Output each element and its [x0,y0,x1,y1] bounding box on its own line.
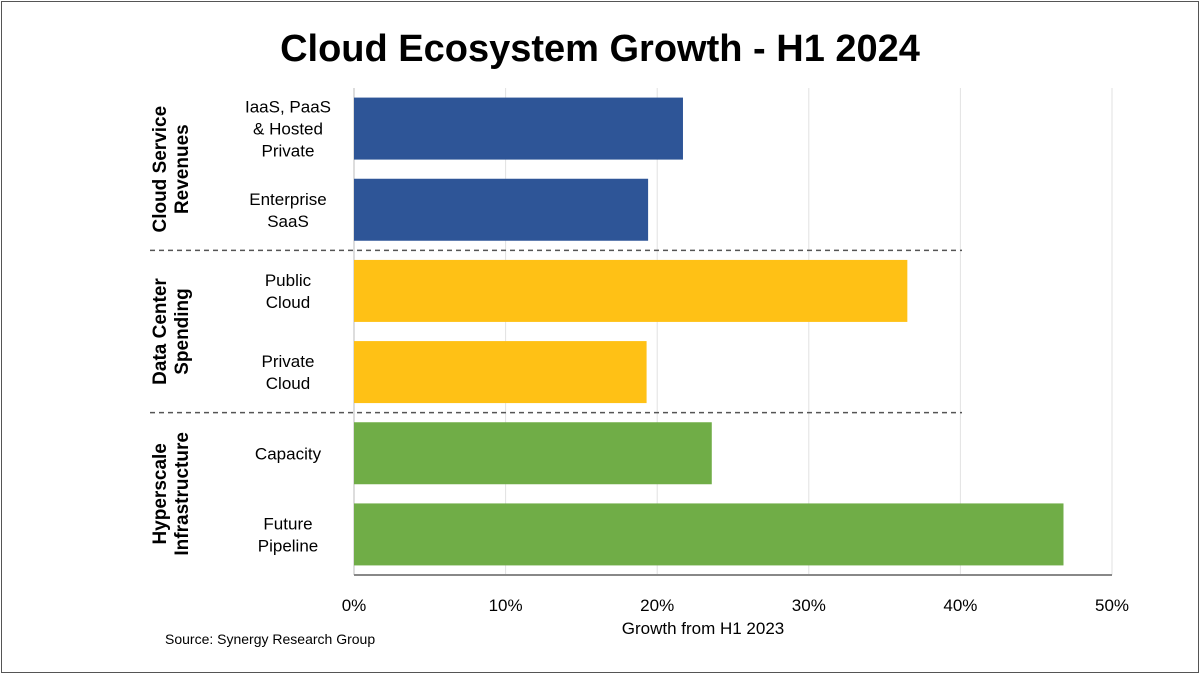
x-tick-label: 0% [342,596,367,615]
bar [354,97,683,160]
x-tick-label: 10% [489,596,523,615]
category-label: SaaS [267,212,309,231]
source-note: Source: Synergy Research Group [165,631,376,647]
group-label: Revenues [172,124,193,214]
bar [354,178,649,241]
bar [354,341,647,404]
category-label: Cloud [266,374,310,393]
group-label: Infrastructure [172,432,193,556]
category-label: Enterprise [249,190,326,209]
x-axis-label: Growth from H1 2023 [622,619,785,638]
x-tick-label: 50% [1095,596,1129,615]
category-label: & Hosted [253,120,323,139]
category-label: Pipeline [258,536,319,555]
x-tick-label: 30% [792,596,826,615]
bar [354,422,712,485]
category-label: Private [262,352,315,371]
category-label: Capacity [255,444,322,463]
category-label: Public [265,271,312,290]
group-label: Data Center [150,278,171,385]
bar [354,259,908,322]
category-label: IaaS, PaaS [245,98,331,117]
category-label: Private [262,142,315,161]
bar [354,503,1064,566]
group-label: Spending [172,288,193,375]
group-label: Hyperscale [150,443,171,544]
chart-title: Cloud Ecosystem Growth - H1 2024 [280,28,920,70]
category-label: Cloud [266,293,310,312]
x-tick-label: 40% [943,596,977,615]
group-label: Cloud Service [150,106,171,233]
x-tick-label: 20% [640,596,674,615]
category-label: Future [263,514,312,533]
